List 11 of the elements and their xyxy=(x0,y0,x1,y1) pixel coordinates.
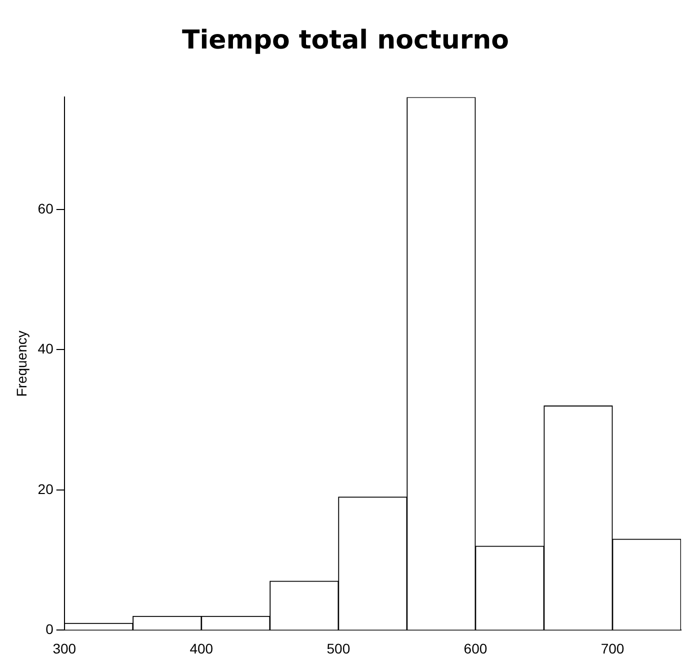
y-tick-label: 40 xyxy=(38,340,54,357)
y-tick-label: 60 xyxy=(38,200,54,216)
chart-title: Tiempo total nocturno xyxy=(182,25,510,56)
x-tick-label: 400 xyxy=(190,640,214,656)
y-tick-label: 20 xyxy=(38,480,54,497)
y-axis-title: Frequency xyxy=(13,330,30,397)
x-tick-label: 700 xyxy=(600,640,624,656)
y-tick-label: 0 xyxy=(46,621,54,638)
x-tick-label: 300 xyxy=(52,640,76,656)
x-tick-label: 600 xyxy=(464,640,488,656)
x-tick-label: 500 xyxy=(326,640,350,656)
